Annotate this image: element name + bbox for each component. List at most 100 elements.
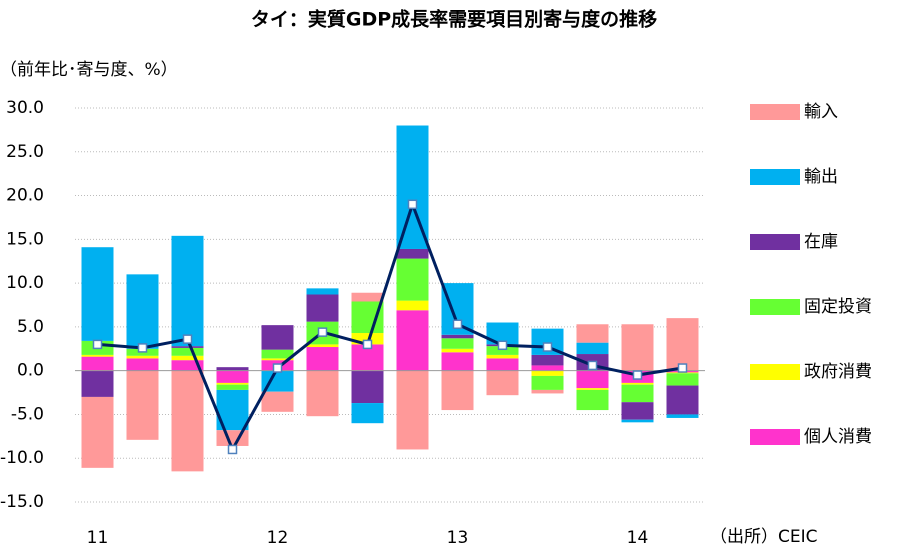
bar-segment <box>441 348 474 353</box>
legend-label: 在庫 <box>804 232 838 252</box>
bar-segment <box>351 370 384 404</box>
legend-label: 個人消費 <box>804 427 872 447</box>
bar-segment <box>351 403 384 424</box>
x-tick-label: 12 <box>267 528 289 548</box>
bar-segment <box>81 354 114 357</box>
bar-segment <box>531 365 564 371</box>
bar-segment <box>396 300 429 311</box>
line-marker <box>677 363 688 373</box>
y-tick-label: -10.0 <box>0 448 44 468</box>
legend-swatch <box>750 364 800 380</box>
y-tick-label: 10.0 <box>6 273 44 293</box>
line-marker <box>182 334 193 344</box>
bar-segment <box>576 389 609 411</box>
bar-segment <box>81 356 114 371</box>
bar-segment <box>576 324 609 343</box>
bar-segment <box>171 355 204 361</box>
bar-segment <box>396 370 429 450</box>
bar-segment <box>396 125 429 249</box>
bar-segment <box>486 346 519 355</box>
line-marker <box>137 343 148 353</box>
line-marker <box>407 199 418 210</box>
line-marker <box>272 363 283 373</box>
bar-segment <box>666 318 699 371</box>
chart-title: タイ：実質GDP成長率需要項目別寄与度の推移 <box>251 8 657 31</box>
bar-segment <box>171 235 204 347</box>
bar-segment <box>666 414 699 418</box>
bar-segment <box>666 385 699 415</box>
line-marker <box>362 339 373 350</box>
gdp-line <box>97 199 683 453</box>
bar-segment <box>666 373 699 386</box>
bar-segment <box>171 346 204 348</box>
y-tick-label: 5.0 <box>17 317 44 337</box>
bar-segment <box>306 294 339 322</box>
bar-segment <box>486 370 519 396</box>
bar-segment <box>216 367 249 371</box>
bar-segment <box>81 396 114 468</box>
line-marker <box>587 360 598 371</box>
bar-segment <box>261 391 294 412</box>
y-tick-label: 20.0 <box>6 186 44 206</box>
bar-segment <box>396 248 429 259</box>
bar-segment <box>81 247 114 341</box>
bar-segment <box>126 358 159 371</box>
legend-label: 政府消費 <box>804 362 872 382</box>
bar-segment <box>621 382 654 385</box>
y-tick-label: 0.0 <box>17 361 44 381</box>
bar-segment <box>81 370 114 397</box>
legend-swatch <box>750 234 800 250</box>
bar-segment <box>306 288 339 295</box>
bar-segment <box>306 370 339 417</box>
bar-segment <box>171 360 204 371</box>
bar-segment <box>486 358 519 371</box>
bar-segment <box>531 375 564 390</box>
bar-segment <box>171 370 204 472</box>
bar-segment <box>216 384 249 390</box>
bar-segment <box>261 325 294 350</box>
x-tick-label: 11 <box>87 528 109 548</box>
x-tick-label: 14 <box>627 528 649 548</box>
legend-swatch <box>750 429 800 445</box>
bar-segment <box>396 258 429 301</box>
bar-segment <box>621 419 654 423</box>
y-tick-label: -5.0 <box>11 404 44 424</box>
bar-segment <box>126 370 159 440</box>
line-marker <box>542 342 553 352</box>
line-marker <box>317 327 328 337</box>
bar-segment <box>171 347 204 356</box>
bar-segment <box>621 402 654 420</box>
bar-segment <box>531 370 564 376</box>
legend-swatch <box>750 104 800 120</box>
bar-segment <box>486 354 519 359</box>
bar-segment <box>126 355 159 359</box>
legend-label: 輸出 <box>804 167 838 187</box>
bar-segment <box>261 349 294 359</box>
bar-segment <box>216 382 249 385</box>
source: （出所）CEIC <box>710 527 818 547</box>
y-tick-label: -15.0 <box>0 492 44 512</box>
line-marker <box>497 340 508 351</box>
bar-segment <box>666 372 699 374</box>
bar-segment <box>216 430 249 446</box>
legend-swatch <box>750 299 800 315</box>
legend-swatch <box>750 169 800 185</box>
bar-segment <box>441 338 474 349</box>
bar-segment <box>441 352 474 371</box>
bar-segment <box>216 370 249 383</box>
bar-segment <box>126 274 159 349</box>
bar-segment <box>351 333 384 345</box>
bar-segment <box>621 384 654 403</box>
bar-segment <box>261 370 294 392</box>
bar-segment <box>531 354 564 366</box>
line-marker <box>227 444 238 455</box>
bar-segment <box>621 324 654 371</box>
line-marker <box>452 319 463 330</box>
x-tick-label: 13 <box>447 528 469 548</box>
bar-segment <box>531 389 564 394</box>
legend-label: 輸入 <box>804 102 838 122</box>
y-tick-label: 30.0 <box>6 98 44 118</box>
legend-label: 固定投資 <box>804 297 872 317</box>
y-tick-label: 25.0 <box>6 142 44 162</box>
